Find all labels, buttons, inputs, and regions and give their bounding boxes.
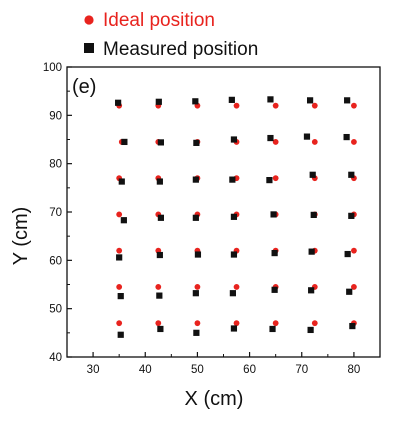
measured-point <box>228 96 235 103</box>
legend-label-ideal: Ideal position <box>103 10 215 31</box>
measured-point <box>192 214 199 221</box>
measured-point <box>270 211 277 218</box>
measured-point <box>308 248 315 255</box>
measured-point <box>348 212 355 219</box>
measured-point <box>118 178 125 185</box>
legend-marker-measured <box>84 43 94 53</box>
measured-point <box>303 133 311 140</box>
ideal-point <box>272 175 279 182</box>
measured-point <box>115 99 122 106</box>
measured-point <box>120 217 127 224</box>
measured-point <box>349 322 356 330</box>
x-tick-label: 80 <box>348 364 361 376</box>
measured-point <box>117 293 124 300</box>
ideal-point <box>351 247 357 254</box>
measured-point <box>230 136 238 143</box>
ideal-point <box>233 320 240 327</box>
measured-point <box>271 286 278 293</box>
measured-point <box>116 254 123 261</box>
x-axis-title: X (cm) <box>185 388 244 410</box>
measured-point <box>193 329 200 336</box>
ideal-point <box>311 139 318 145</box>
measured-point <box>230 251 238 258</box>
ideal-point <box>272 102 279 109</box>
measured-point <box>344 97 351 104</box>
ideal-point <box>116 320 123 327</box>
measured-point <box>157 325 164 333</box>
legend-label-measured: Measured position <box>103 39 258 60</box>
ideal-point <box>351 102 357 109</box>
ideal-point <box>351 284 357 290</box>
measured-point <box>157 214 164 221</box>
measured-point <box>121 138 128 146</box>
measured-point <box>230 325 238 332</box>
measured-point <box>308 287 315 294</box>
measured-point <box>346 288 353 295</box>
measured-point <box>193 139 200 146</box>
ideal-point <box>272 139 279 145</box>
measured-point <box>156 251 163 259</box>
y-tick-label: 90 <box>49 110 62 122</box>
ideal-point <box>194 320 201 327</box>
measured-point <box>157 139 164 146</box>
measured-point <box>192 176 199 183</box>
x-tick-label: 70 <box>295 364 308 376</box>
measured-point <box>192 98 199 105</box>
ideal-point <box>272 320 279 327</box>
ideal-point <box>116 211 123 218</box>
ideal-point <box>233 284 240 290</box>
measured-point <box>344 250 351 258</box>
measured-point <box>306 97 314 104</box>
y-tick-label: 70 <box>49 207 62 219</box>
measured-point <box>192 290 199 297</box>
measured-point <box>266 177 273 184</box>
ideal-point <box>311 102 318 109</box>
measured-point <box>271 249 278 257</box>
measured-point <box>155 98 162 105</box>
measured-point <box>156 178 163 185</box>
y-tick-label: 60 <box>49 255 62 267</box>
ideal-point <box>194 284 201 290</box>
measured-point <box>309 171 316 178</box>
ideal-point <box>116 284 123 290</box>
plot-frame <box>66 66 381 358</box>
y-tick-label: 80 <box>49 159 62 171</box>
x-tick-label: 40 <box>139 364 152 376</box>
measured-point <box>156 292 163 299</box>
measured-point <box>229 176 236 183</box>
measured-point <box>117 331 124 338</box>
x-tick-label: 30 <box>87 364 100 376</box>
y-axis-title: Y (cm) <box>10 207 32 266</box>
measured-point <box>343 133 350 141</box>
measured-point <box>348 171 355 178</box>
x-axis: 30 40 50 60 70 80 <box>66 352 381 376</box>
legend: Ideal position Measured position <box>84 10 258 60</box>
measured-point <box>230 213 238 220</box>
measured-point <box>194 251 202 258</box>
measured-point <box>229 290 236 297</box>
measured-point <box>267 134 274 142</box>
x-tick-label: 50 <box>191 364 204 376</box>
ideal-point <box>116 247 123 254</box>
y-tick-label: 50 <box>49 304 62 316</box>
ideal-point <box>233 102 240 109</box>
ideal-point <box>155 320 162 327</box>
y-tick-label: 40 <box>49 352 62 364</box>
measured-point <box>310 211 317 218</box>
legend-marker-ideal <box>84 15 94 25</box>
series-measured <box>115 96 356 338</box>
panel-label: (e) <box>72 76 96 98</box>
x-tick-label: 60 <box>243 364 256 376</box>
ideal-point <box>351 139 357 145</box>
y-axis: 40 50 60 70 80 90 100 <box>43 62 72 364</box>
y-tick-label: 100 <box>43 62 62 74</box>
ideal-point <box>155 284 162 290</box>
measured-point <box>307 326 314 334</box>
measured-point <box>269 325 276 333</box>
measured-point <box>267 96 274 103</box>
ideal-point <box>311 320 318 327</box>
